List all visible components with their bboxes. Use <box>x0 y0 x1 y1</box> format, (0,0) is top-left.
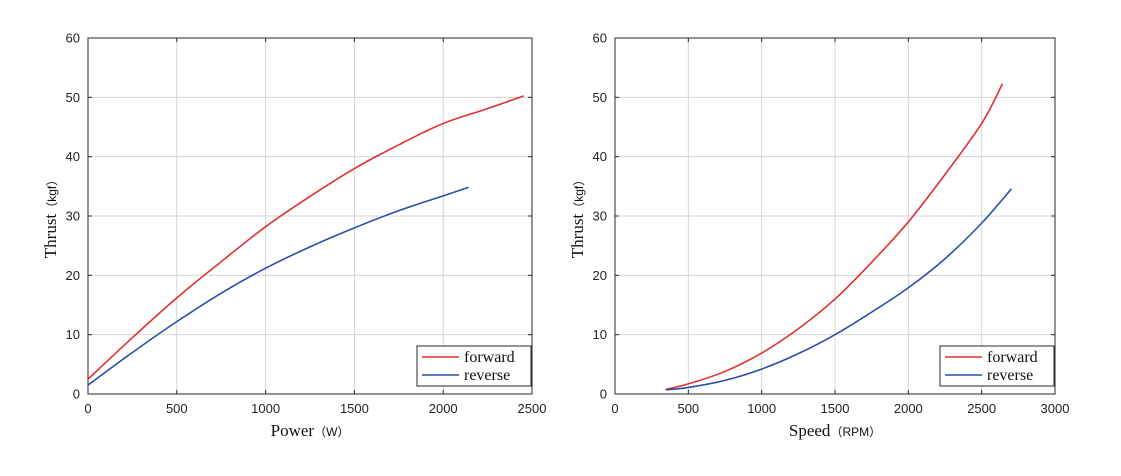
x-tick-label: 0 <box>611 401 618 416</box>
y-tick-label: 60 <box>66 31 80 46</box>
series-line-reverse <box>665 188 1012 391</box>
series-line-forward <box>87 95 524 380</box>
y-axis-label-unit: （kgf） <box>572 174 586 214</box>
series-line-reverse <box>87 186 469 386</box>
x-tick-label: 1000 <box>747 401 776 416</box>
y-tick-label: 0 <box>600 387 607 402</box>
y-tick-label: 50 <box>66 90 80 105</box>
x-tick-label: 0 <box>84 401 91 416</box>
x-tick-label: 500 <box>166 401 188 416</box>
legend-box <box>416 345 532 387</box>
x-tick-label: 1500 <box>340 401 369 416</box>
legend-label-forward: forward <box>464 349 515 366</box>
legend-label-forward: forward <box>987 349 1038 366</box>
y-axis-label-name: Thrust <box>41 214 60 259</box>
y-tick-label: 0 <box>73 387 80 402</box>
x-axis-label-name: Power <box>271 421 315 440</box>
x-axis-label: Speed（RPM） <box>789 421 881 440</box>
y-tick-label: 10 <box>66 327 80 342</box>
x-tick-label: 2500 <box>518 401 547 416</box>
y-tick-label: 50 <box>593 90 607 105</box>
x-axis-label-unit: （RPM） <box>830 425 881 439</box>
y-tick-label: 20 <box>66 268 80 283</box>
x-axis-label-name: Speed <box>789 421 831 440</box>
y-tick-label: 10 <box>593 327 607 342</box>
y-axis-label: Thrust（kgf） <box>568 174 587 258</box>
x-tick-label: 500 <box>677 401 699 416</box>
y-tick-label: 60 <box>593 31 607 46</box>
x-tick-label: 2500 <box>967 401 996 416</box>
legend-box <box>939 345 1055 387</box>
x-tick-label: 1000 <box>251 401 280 416</box>
y-tick-label: 30 <box>66 209 80 224</box>
x-axis-label-unit: （W） <box>314 425 349 439</box>
thrust-vs-speed-chart: 0 500 1000 1500 2000 2500 3000 0 10 20 30 40 50 60 Spe… <box>568 31 1069 441</box>
y-tick-label: 20 <box>593 268 607 283</box>
legend-label-reverse: reverse <box>987 367 1033 384</box>
y-axis-label-unit: （kgf） <box>45 174 59 214</box>
x-tick-label: 2000 <box>429 401 458 416</box>
legend-label-reverse: reverse <box>464 367 510 384</box>
series-line-forward <box>665 83 1003 391</box>
x-tick-label: 2000 <box>894 401 923 416</box>
y-axis-label-name: Thrust <box>568 214 587 259</box>
y-tick-label: 30 <box>593 209 607 224</box>
thrust-vs-power-chart: 0 500 1000 1500 2000 2500 0 10 20 30 40 50 60 Power（W… <box>41 31 546 441</box>
y-axis-label: Thrust（kgf） <box>41 174 60 258</box>
x-tick-label: 3000 <box>1041 401 1070 416</box>
y-tick-label: 40 <box>593 149 607 164</box>
x-tick-label: 1500 <box>821 401 850 416</box>
y-tick-label: 40 <box>66 149 80 164</box>
x-axis-label: Power（W） <box>271 421 350 440</box>
